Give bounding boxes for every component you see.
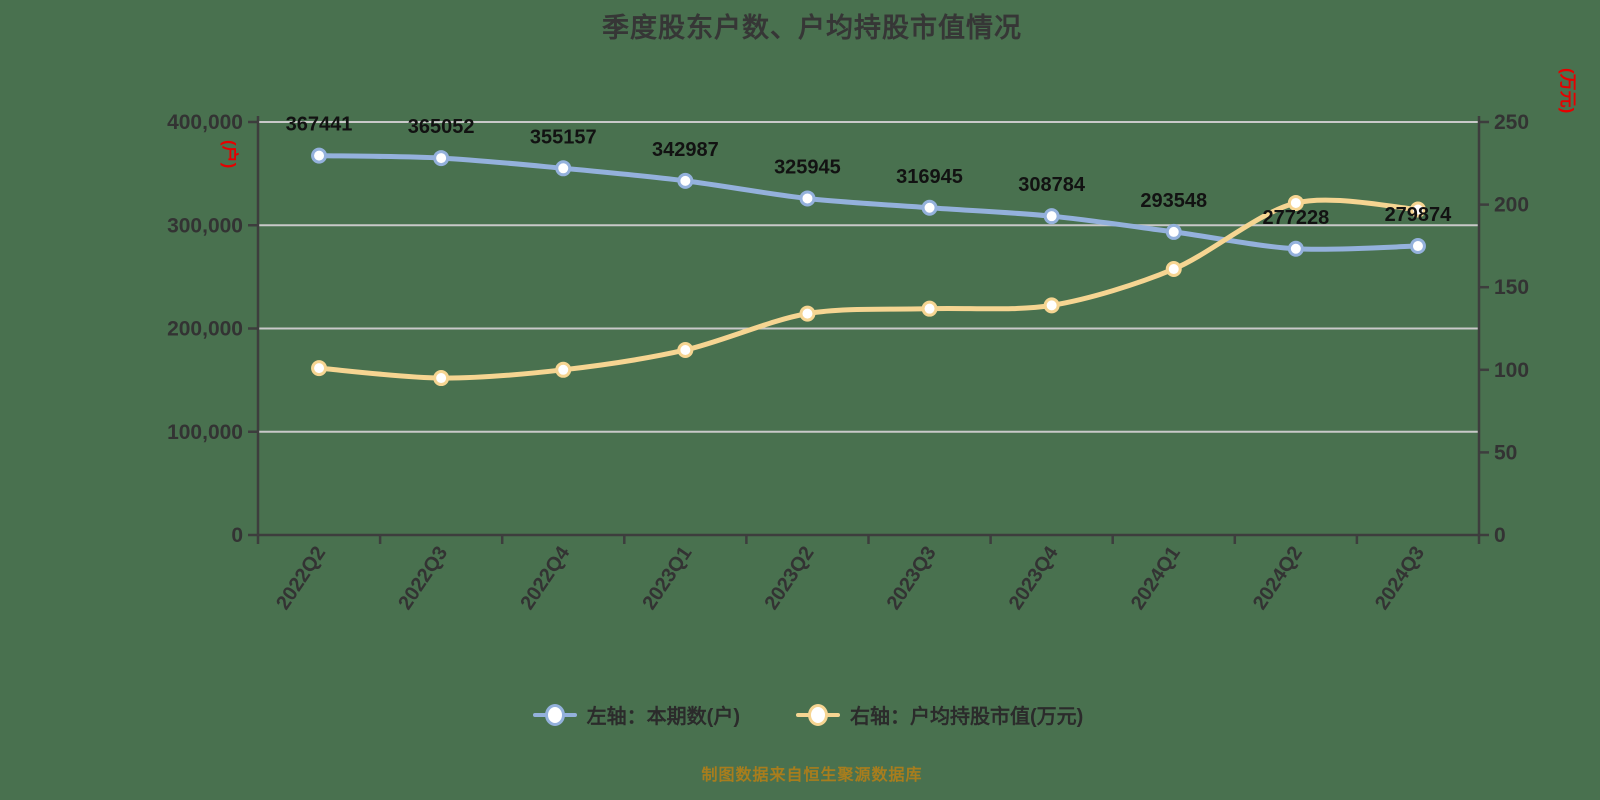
data-point-marker: [677, 172, 694, 189]
data-point-marker: [555, 361, 572, 378]
y-axis-right-tick-label: 250: [1494, 111, 1529, 134]
series-lines: [316, 153, 1421, 381]
x-axis-tick-label: 2022Q2: [272, 542, 330, 613]
x-axis-tick-label: 2024Q1: [1127, 542, 1185, 613]
data-labels: 367441 365052 355157 342987 325945 316945 3087…: [286, 114, 1453, 229]
x-axis-tick-label: 2024Q3: [1371, 542, 1429, 613]
x-axis-tick-label: 2022Q3: [394, 542, 452, 613]
data-point-label: 365052: [408, 116, 475, 138]
y-axis-left-tick-label: 300,000: [167, 214, 243, 237]
data-point-label: 355157: [530, 126, 597, 148]
data-point-marker: [799, 305, 816, 322]
x-axis-tick-label: 2024Q2: [1249, 542, 1307, 613]
data-point-marker: [677, 341, 694, 358]
legend-label-shareholders: 左轴：本期数(户): [586, 706, 740, 728]
data-point-marker: [921, 300, 938, 317]
x-axis-tick-label: 2022Q4: [516, 542, 575, 614]
data-point-label: 325945: [774, 156, 841, 178]
data-point-label: 316945: [896, 166, 963, 188]
grid-lines: [258, 121, 1479, 433]
market-value-line: [316, 197, 1421, 381]
data-point-label: 342987: [652, 139, 719, 161]
x-axis-tick-label: 2023Q1: [638, 542, 696, 613]
data-point-marker: [433, 150, 450, 167]
data-point-label: 277228: [1262, 207, 1329, 229]
data-point-marker: [1165, 223, 1182, 240]
data-point-label: 279874: [1385, 204, 1453, 226]
legend-marker-yellow-icon: [796, 703, 840, 726]
series-markers: [311, 147, 1426, 387]
y-axis-left-tick-label: 200,000: [167, 318, 243, 341]
legend: 左轴：本期数(户) 右轴：户均持股市值(万元): [8, 700, 1600, 729]
legend-marker-blue-icon: [532, 703, 577, 726]
x-axis-labels: 2022Q2 2022Q3 2022Q4 2023Q1 2023Q2 2023Q3 2023…: [272, 542, 1429, 614]
axis-unit-labels: (户) (万元): [220, 68, 1577, 168]
data-point-label: 308784: [1018, 174, 1086, 196]
data-source-note: 制图数据来自恒生聚源数据库: [701, 767, 923, 784]
y-axis-left-unit-label: (户): [220, 140, 240, 168]
data-point-marker: [921, 199, 938, 216]
y-axis-right-labels: 0 50 100 150 200 250: [1494, 111, 1529, 547]
x-axis-tick-label: 2023Q2: [761, 542, 819, 613]
y-axis-left-tick-label: 400,000: [167, 111, 243, 134]
data-point-marker: [311, 360, 328, 377]
data-point-marker: [799, 190, 816, 207]
data-point-marker: [1409, 201, 1426, 218]
data-point-marker: [1287, 194, 1304, 211]
y-axis-right-tick-label: 150: [1494, 276, 1529, 299]
data-point-marker: [1043, 208, 1060, 225]
y-axis-left-tick-label: 0: [231, 524, 243, 547]
y-axis-right-unit-label: (万元): [1558, 68, 1577, 113]
data-point-marker: [1287, 240, 1304, 257]
data-point-label: 293548: [1140, 190, 1207, 212]
data-point-label: 367441: [286, 114, 353, 136]
data-point-marker: [555, 160, 572, 177]
legend-item-market-value[interactable]: 右轴：户均持股市值(万元): [796, 700, 1083, 729]
x-axis-tick-label: 2023Q4: [1005, 542, 1064, 614]
data-point-marker: [433, 370, 450, 387]
y-axis-left-tick-label: 100,000: [167, 421, 243, 444]
y-axis-left-labels: 0 100,000 200,000 300,000 400,000: [167, 111, 243, 547]
data-point-marker: [1165, 261, 1182, 278]
legend-item-shareholders[interactable]: 左轴：本期数(户): [532, 700, 740, 729]
y-axis-right-tick-label: 100: [1494, 359, 1529, 382]
shareholders-line: [316, 153, 1421, 252]
x-axis-tick-label: 2023Q3: [883, 542, 941, 613]
line-chart-canvas: 0 100,000 200,000 300,000 400,000 0 50 100 150 2…: [167, 68, 1577, 614]
data-point-marker: [311, 147, 328, 164]
y-axis-right-tick-label: 50: [1494, 441, 1517, 464]
data-point-marker: [1409, 238, 1426, 255]
y-axis-right-tick-label: 200: [1494, 194, 1529, 217]
chart-title: 季度股东户数、户均持股市值情况: [602, 13, 1022, 43]
legend-label-market-value: 右轴：户均持股市值(万元): [850, 706, 1084, 728]
data-point-marker: [1043, 297, 1060, 314]
axis-lines: [248, 116, 1489, 544]
y-axis-right-tick-label: 0: [1494, 524, 1506, 547]
